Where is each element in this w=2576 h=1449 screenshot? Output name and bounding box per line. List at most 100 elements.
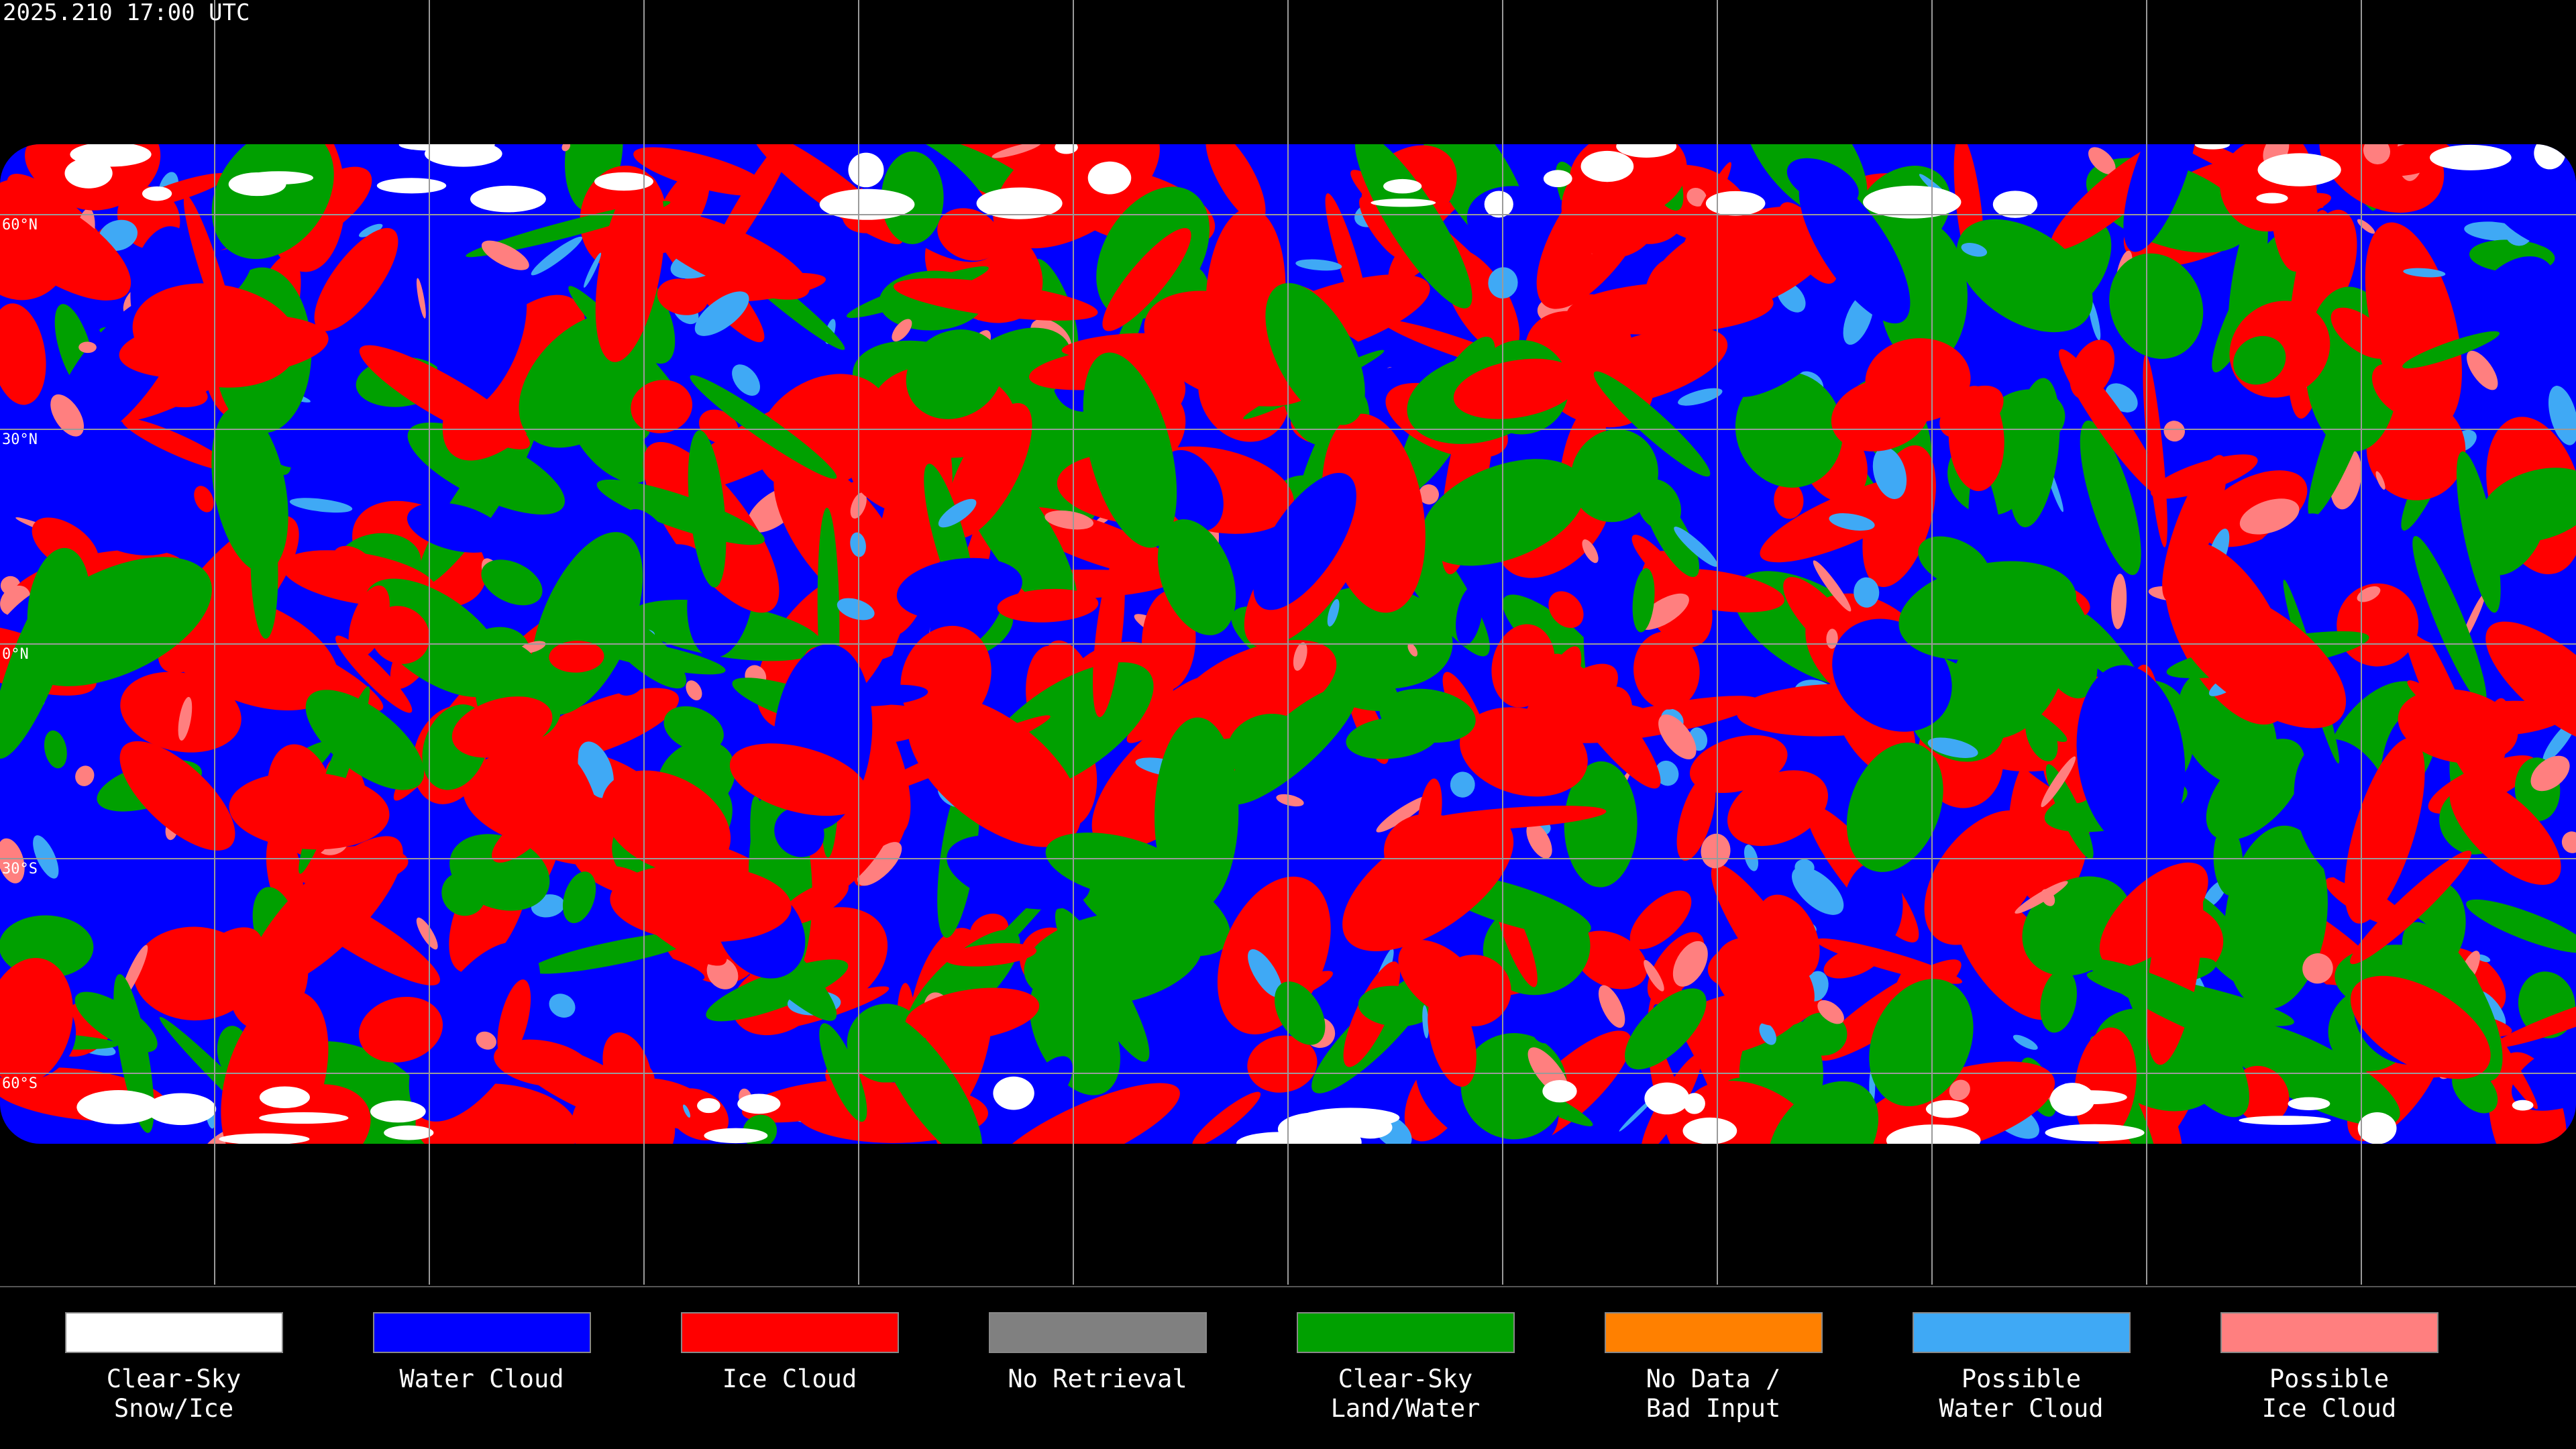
snow-patch — [697, 1097, 720, 1114]
cloud-patch — [44, 730, 67, 769]
cloud-patch — [1678, 388, 1723, 406]
cloud-patch — [2040, 969, 2077, 1033]
cloud-patch — [1342, 814, 1514, 951]
cloud-patch — [626, 509, 671, 557]
cloud-patch — [1276, 794, 1304, 807]
snow-patch — [594, 172, 653, 191]
cloud-patch — [893, 278, 1098, 321]
cloud-patch — [1783, 577, 1858, 657]
cloud-patch — [2247, 513, 2326, 577]
snow-patch — [2045, 1124, 2145, 1142]
snow-patch — [259, 1086, 310, 1108]
cloud-patch — [1322, 413, 1426, 613]
cloud-patch — [1638, 593, 1689, 630]
cloud-patch — [119, 314, 329, 380]
cloud-patch — [2228, 201, 2268, 355]
cloud-patch — [0, 958, 73, 1085]
legend-label: No Retrieval — [1008, 1364, 1187, 1393]
cloud-patch — [305, 690, 425, 790]
cloud-patch — [2402, 331, 2500, 369]
cloud-patch — [333, 545, 376, 580]
snow-patch — [1484, 191, 1513, 218]
snow-patch — [1348, 1116, 1393, 1139]
cloud-patch — [492, 810, 551, 863]
cloud-patch — [1422, 1005, 1429, 1038]
cloud-patch — [1701, 833, 1731, 869]
cloud-patch — [1767, 1081, 1879, 1144]
cloud-patch — [74, 476, 193, 555]
cloud-patch — [1359, 197, 1406, 260]
snow-patch — [2239, 1116, 2331, 1125]
cloud-patch — [1061, 333, 1173, 358]
cloud-patch — [2485, 146, 2576, 253]
cloud-patch — [686, 680, 702, 700]
legend-swatch — [2220, 1312, 2438, 1353]
cloud-patch — [1417, 778, 1442, 852]
cloud-patch — [1632, 568, 1655, 633]
cloud-patch — [683, 1104, 691, 1118]
cloud-patch — [75, 765, 95, 786]
cloud-patch — [1815, 938, 1963, 984]
cloud-patch — [2375, 471, 2385, 490]
cloud-patch — [657, 278, 708, 315]
snow-patch — [470, 185, 546, 213]
cloud-patch — [1247, 1035, 1318, 1093]
cloud-patch — [2548, 386, 2576, 445]
cloud-patch — [1295, 259, 1342, 271]
cloud-patch — [1421, 459, 1586, 566]
cloud-patch — [1248, 949, 1283, 998]
cloud-patch — [892, 319, 912, 341]
lat-label: 30°S — [2, 861, 38, 877]
cloud-patch — [1879, 221, 1968, 367]
snow-patch — [376, 178, 447, 194]
snow-patch — [2357, 1112, 2397, 1144]
legend-label: Ice Cloud — [722, 1364, 857, 1393]
cloud-patch — [857, 842, 902, 886]
cloud-patch — [1506, 646, 1582, 790]
cloud-patch — [705, 144, 795, 276]
cloud-patch — [2350, 850, 2472, 965]
cloud-patch — [595, 174, 665, 362]
cloud-patch — [1274, 981, 1326, 1045]
cloud-patch — [2110, 574, 2127, 629]
cloud-patch — [1020, 1056, 1073, 1119]
snow-patch — [1383, 178, 1422, 194]
cloud-patch — [1570, 294, 1633, 379]
snow-patch — [146, 1093, 217, 1126]
cloud-patch — [2344, 737, 2425, 924]
cloud-patch — [584, 252, 602, 288]
cloud-patch — [1253, 472, 1356, 610]
cloud-patch — [1924, 810, 2043, 945]
snow-patch — [848, 152, 884, 188]
cloud-patch — [819, 1023, 867, 1122]
cloud-patch — [907, 696, 1081, 847]
cloud-patch — [1829, 513, 1875, 531]
snow-patch — [1925, 1099, 1970, 1118]
cloud-patch — [698, 409, 739, 444]
cloud-patch — [50, 394, 85, 437]
cloud-patch — [1093, 555, 1125, 718]
cloud-patch — [1044, 511, 1094, 530]
snow-patch — [64, 158, 113, 189]
snow-patch — [2429, 144, 2512, 170]
snow-patch — [1616, 144, 1677, 158]
cloud-patch — [1574, 930, 1648, 989]
cloud-patch — [1376, 796, 1430, 833]
cloud-patch — [1631, 535, 1681, 588]
cloud-patch — [690, 375, 837, 479]
cloud-patch — [2025, 713, 2058, 761]
cloud-patch — [33, 835, 59, 879]
cloud-patch — [774, 807, 824, 857]
cloud-patch — [530, 932, 702, 974]
snow-patch — [384, 1125, 434, 1140]
cloud-patch — [1293, 642, 1307, 671]
cloud-patch — [881, 151, 944, 244]
snow-patch — [993, 1076, 1034, 1110]
cloud-patch — [1327, 599, 1340, 627]
cloud-patch — [937, 208, 1001, 261]
cloud-patch — [2398, 689, 2518, 763]
cloud-patch — [2403, 268, 2446, 278]
snow-patch — [2194, 144, 2230, 150]
cloud-patch — [1672, 941, 1708, 987]
cloud-patch — [1571, 702, 1660, 738]
